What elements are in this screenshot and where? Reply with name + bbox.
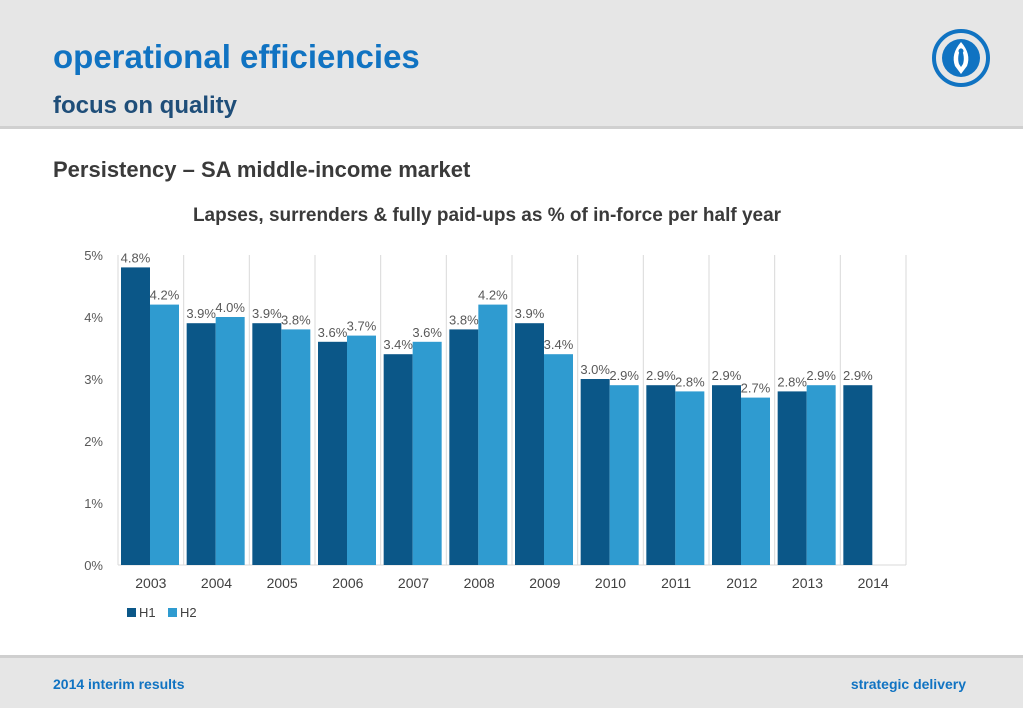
x-tick-label: 2010 bbox=[595, 575, 626, 591]
y-tick-label: 5% bbox=[84, 248, 103, 263]
bar-h2 bbox=[150, 304, 179, 565]
bar-h2 bbox=[281, 329, 311, 565]
bar-h1 bbox=[449, 329, 479, 565]
x-tick-label: 2009 bbox=[529, 575, 560, 591]
x-tick-label: 2013 bbox=[792, 575, 823, 591]
y-tick-label: 1% bbox=[84, 496, 103, 511]
data-label-h2: 4.2% bbox=[150, 288, 180, 303]
legend-label-h1: H1 bbox=[139, 605, 156, 620]
bar-h1 bbox=[515, 323, 544, 565]
data-label-h1: 3.9% bbox=[515, 306, 545, 321]
legend-label-h2: H2 bbox=[180, 605, 197, 620]
x-tick-label: 2005 bbox=[267, 575, 298, 591]
bar-h1 bbox=[186, 323, 216, 565]
bar-h2 bbox=[215, 317, 245, 565]
y-tick-label: 0% bbox=[84, 558, 103, 573]
bar-h2 bbox=[741, 397, 770, 565]
data-label-h1: 3.9% bbox=[186, 306, 216, 321]
y-tick-label: 3% bbox=[84, 372, 103, 387]
bar-h2 bbox=[675, 391, 705, 565]
data-label-h1: 3.0% bbox=[580, 362, 610, 377]
data-label-h1: 2.8% bbox=[777, 374, 807, 389]
bar-h1 bbox=[318, 341, 347, 565]
data-label-h2: 4.0% bbox=[215, 300, 245, 315]
bar-h2 bbox=[412, 341, 442, 565]
page-subtitle: focus on quality bbox=[53, 92, 238, 119]
data-label-h2: 3.4% bbox=[544, 337, 574, 352]
data-label-h1: 2.9% bbox=[843, 368, 873, 383]
bar-h1 bbox=[777, 391, 807, 565]
bar-h2 bbox=[609, 385, 639, 565]
header-band bbox=[0, 0, 1023, 126]
legend-swatch-h2 bbox=[168, 608, 177, 617]
x-tick-label: 2012 bbox=[726, 575, 757, 591]
x-tick-label: 2003 bbox=[135, 575, 166, 591]
footer-divider bbox=[0, 655, 1023, 658]
data-label-h2: 2.7% bbox=[741, 381, 771, 396]
footer-right-text: strategic delivery bbox=[850, 676, 966, 692]
page-title: operational efficiencies bbox=[53, 38, 420, 75]
bar-h1 bbox=[646, 385, 676, 565]
data-label-h2: 4.2% bbox=[478, 288, 508, 303]
data-label-h2: 3.6% bbox=[412, 325, 442, 340]
data-label-h1: 2.9% bbox=[646, 368, 676, 383]
bar-h2 bbox=[806, 385, 836, 565]
data-label-h2: 2.8% bbox=[675, 374, 705, 389]
data-label-h1: 3.6% bbox=[318, 325, 348, 340]
data-label-h1: 3.8% bbox=[449, 312, 479, 327]
data-label-h1: 2.9% bbox=[712, 368, 742, 383]
data-label-h2: 2.9% bbox=[806, 368, 836, 383]
data-label-h2: 2.9% bbox=[609, 368, 639, 383]
x-tick-label: 2011 bbox=[661, 575, 691, 591]
bar-h1 bbox=[252, 323, 282, 565]
x-tick-label: 2004 bbox=[201, 575, 232, 591]
bar-h1 bbox=[712, 385, 741, 565]
bar-h1 bbox=[121, 267, 150, 565]
footer-left-text: 2014 interim results bbox=[53, 676, 185, 692]
section-heading: Persistency – SA middle-income market bbox=[53, 157, 471, 182]
footer-band bbox=[0, 655, 1023, 708]
persistency-chart: Lapses, surrenders & fully paid-ups as %… bbox=[84, 205, 907, 620]
bar-h1 bbox=[580, 379, 610, 565]
chart-title: Lapses, surrenders & fully paid-ups as %… bbox=[193, 205, 782, 226]
x-tick-label: 2007 bbox=[398, 575, 429, 591]
x-tick-label: 2008 bbox=[464, 575, 495, 591]
y-tick-label: 4% bbox=[84, 310, 103, 325]
brand-logo-icon bbox=[932, 29, 990, 87]
bar-h2 bbox=[478, 304, 508, 565]
legend-swatch-h1 bbox=[127, 608, 136, 617]
bar-h1 bbox=[383, 354, 413, 565]
bar-h2 bbox=[544, 354, 573, 565]
bar-h2 bbox=[347, 335, 376, 565]
data-label-h1: 3.9% bbox=[252, 306, 282, 321]
data-label-h2: 3.7% bbox=[347, 319, 377, 334]
x-tick-label: 2006 bbox=[332, 575, 363, 591]
header-divider bbox=[0, 126, 1023, 129]
y-tick-label: 2% bbox=[84, 434, 103, 449]
data-label-h2: 3.8% bbox=[281, 312, 311, 327]
x-tick-label: 2014 bbox=[858, 575, 889, 591]
data-label-h1: 3.4% bbox=[383, 337, 413, 352]
data-label-h1: 4.8% bbox=[121, 250, 151, 265]
bar-h1 bbox=[843, 385, 873, 565]
